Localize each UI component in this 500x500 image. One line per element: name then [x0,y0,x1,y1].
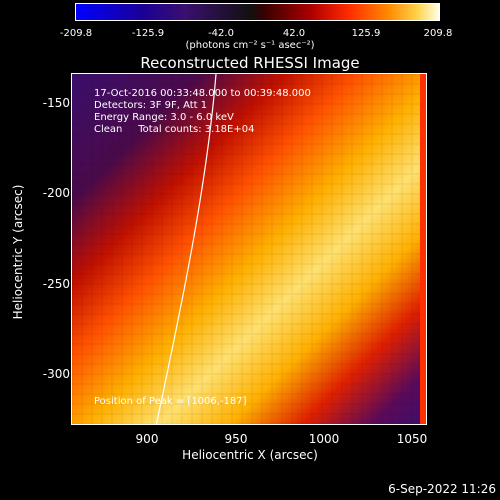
y-axis-label: Heliocentric Y (arcsec) [11,184,25,320]
colorbar-tick: 209.8 [423,28,453,39]
x-tick: 900 [135,432,159,446]
y-tick: -300 [42,367,70,381]
colorbar-tick: 42.0 [282,28,306,39]
colorbar-tick: -125.9 [131,28,165,39]
energy-range: Energy Range: 3.0 - 6.0 keV [94,112,234,123]
solar-image-canvas [72,74,426,424]
x-tick: 1000 [308,432,340,446]
x-tick: 950 [224,432,248,446]
x-tick: 1050 [396,432,428,446]
colorbar-units: (photons cm⁻² s⁻¹ asec⁻²) [185,40,315,51]
peak-position: Position of Peak = [1006,-187] [94,396,247,407]
colorbar [75,3,440,21]
colorbar-tick: -209.8 [59,28,93,39]
detectors: Detectors: 3F 9F, Att 1 [94,100,208,111]
x-axis-label: Heliocentric X (arcsec) [182,448,318,462]
method-counts: Clean Total counts: 3.18E+04 [94,124,255,135]
solar-image: 17-Oct-2016 00:33:48.000 to 00:39:48.000… [71,73,427,425]
y-tick: -200 [42,186,70,200]
y-tick: -250 [42,277,70,291]
y-tick: -150 [42,96,70,110]
colorbar-tick: -42.0 [208,28,234,39]
image-title: Reconstructed RHESSI Image [140,54,360,72]
colorbar-tick: 125.9 [351,28,381,39]
time-range: 17-Oct-2016 00:33:48.000 to 00:39:48.000 [94,88,311,99]
footer-date: 6-Sep-2022 11:26 [388,482,496,496]
